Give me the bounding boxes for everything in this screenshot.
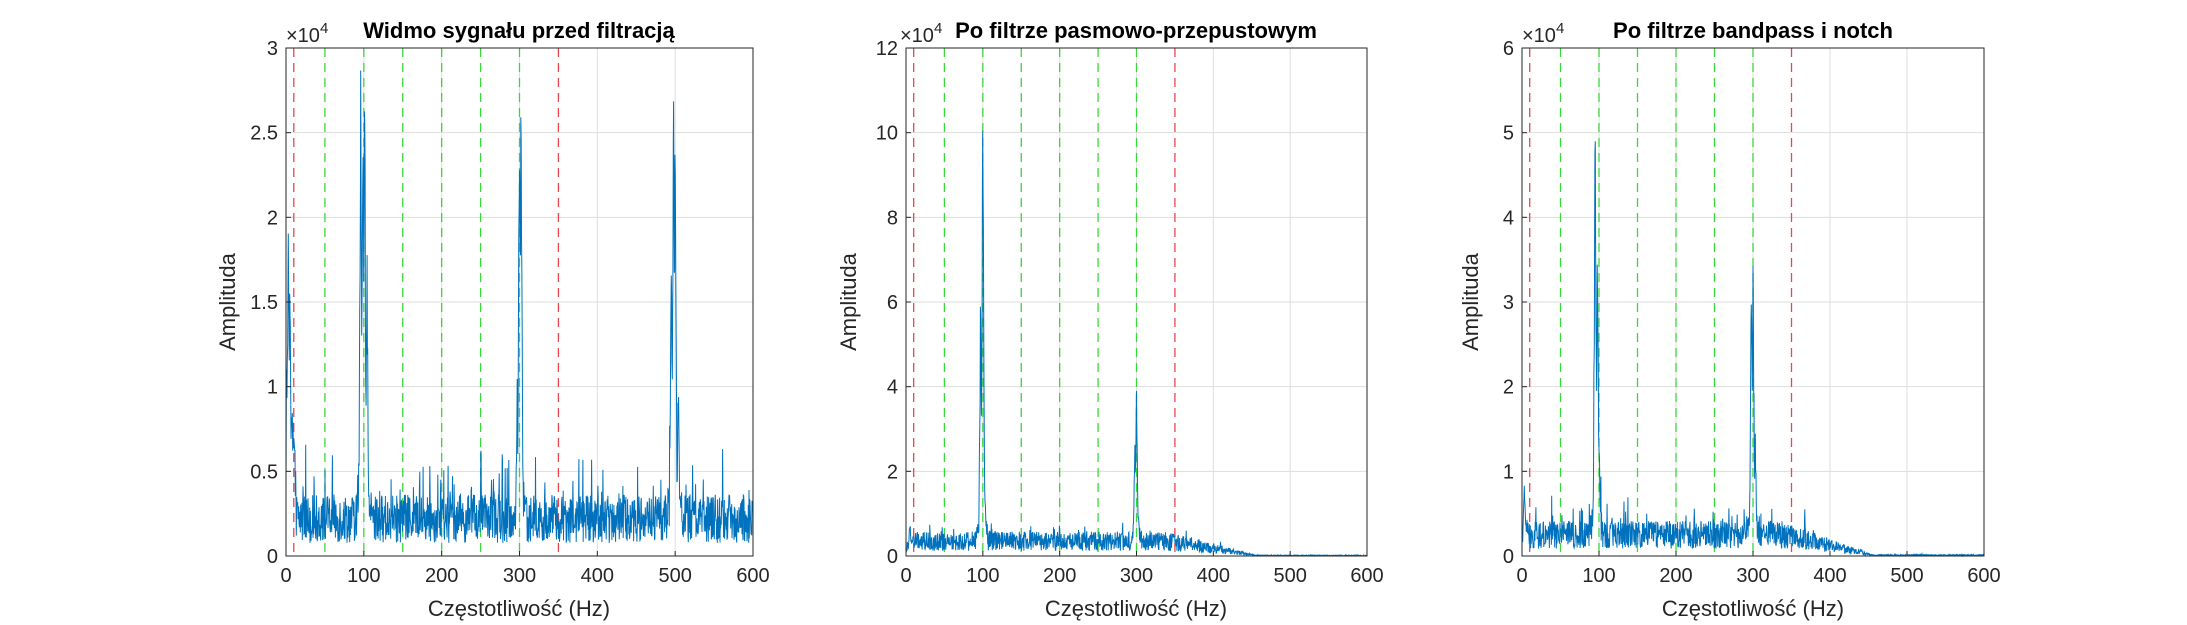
x-tick-label: 600 <box>1350 565 1383 587</box>
y-tick-label: 4 <box>887 377 898 399</box>
x-tick-label: 300 <box>1736 565 1769 587</box>
y-exponent: ×104 <box>1522 20 1564 47</box>
x-tick-label: 200 <box>1043 565 1076 587</box>
chart-title: Po filtrze bandpass i notch <box>1613 18 1893 43</box>
x-tick-label: 400 <box>1813 565 1846 587</box>
x-tick-label: 600 <box>1967 565 2000 587</box>
y-tick-label: 2.5 <box>250 123 278 145</box>
y-tick-label: 0 <box>887 546 898 568</box>
y-axis-label: Amplituda <box>215 252 240 351</box>
y-tick-label: 5 <box>1503 123 1514 145</box>
x-ticks: 0 100 200 300 400 500 600 <box>1516 551 2001 587</box>
x-tick-label: 600 <box>736 565 769 587</box>
y-tick-label: 3 <box>1503 292 1514 314</box>
exponent-power: 4 <box>320 20 328 37</box>
x-axis-label: Częstotliwość (Hz) <box>1045 596 1227 621</box>
exponent-base: ×10 <box>286 25 320 47</box>
x-tick-label: 500 <box>1890 565 1923 587</box>
chart-panel-3: 0 100 200 300 400 500 600 0 1 2 3 4 5 6 Po filtrze b… <box>1458 18 2001 621</box>
exponent-base: ×10 <box>1522 25 1556 47</box>
x-tick-label: 0 <box>280 565 291 587</box>
y-tick-label: 1 <box>267 377 278 399</box>
y-ticks: 0 0.5 1 1.5 2 2.5 3 <box>250 38 291 568</box>
spectrum-line <box>285 70 754 543</box>
chart-title: Po filtrze pasmowo-przepustowym <box>955 18 1317 43</box>
y-axis-label: Amplituda <box>1458 252 1483 351</box>
y-ticks: 0 1 2 3 4 5 6 <box>1503 38 1527 568</box>
x-tick-label: 100 <box>966 565 999 587</box>
marker-lines <box>913 48 1176 556</box>
x-tick-label: 500 <box>658 565 691 587</box>
y-tick-label: 0.5 <box>250 461 278 483</box>
x-tick-label: 300 <box>1120 565 1153 587</box>
x-tick-label: 100 <box>1582 565 1615 587</box>
y-tick-label: 4 <box>1503 207 1514 229</box>
exponent-power: 4 <box>934 20 942 37</box>
x-tick-label: 400 <box>581 565 614 587</box>
marker-lines <box>1529 48 1793 556</box>
y-exponent: ×104 <box>900 20 942 47</box>
x-tick-label: 100 <box>347 565 380 587</box>
y-tick-label: 6 <box>887 292 898 314</box>
y-tick-label: 2 <box>267 207 278 229</box>
x-tick-label: 300 <box>503 565 536 587</box>
x-ticks: 0 100 200 300 400 500 600 <box>900 551 1384 587</box>
x-ticks: 0 100 200 300 400 500 600 <box>280 551 770 587</box>
y-tick-label: 0 <box>267 546 278 568</box>
y-tick-label: 6 <box>1503 38 1514 60</box>
chart-panel-2: 0 100 200 300 400 500 600 0 2 4 6 8 10 12 Po filtrze… <box>836 18 1384 621</box>
y-ticks: 0 2 4 6 8 10 12 <box>876 38 911 568</box>
exponent-base: ×10 <box>900 25 934 47</box>
y-tick-label: 10 <box>876 123 898 145</box>
y-tick-label: 1.5 <box>250 292 278 314</box>
y-tick-label: 2 <box>887 461 898 483</box>
y-tick-label: 3 <box>267 38 278 60</box>
exponent-power: 4 <box>1556 20 1564 37</box>
y-tick-label: 8 <box>887 207 898 229</box>
y-tick-label: 2 <box>1503 377 1514 399</box>
x-axis-label: Częstotliwość (Hz) <box>1662 596 1844 621</box>
x-tick-label: 500 <box>1273 565 1306 587</box>
y-tick-label: 1 <box>1503 461 1514 483</box>
x-tick-label: 0 <box>1516 565 1527 587</box>
x-tick-label: 200 <box>425 565 458 587</box>
x-tick-label: 0 <box>900 565 911 587</box>
y-tick-label: 12 <box>876 38 898 60</box>
x-tick-label: 400 <box>1197 565 1230 587</box>
x-axis-label: Częstotliwość (Hz) <box>428 596 610 621</box>
chart-panel-1: 0 100 200 300 400 500 600 0 0.5 1 1.5 2 2.5 3 Widmo … <box>215 18 770 621</box>
x-tick-label: 200 <box>1659 565 1692 587</box>
y-exponent: ×104 <box>286 20 328 47</box>
y-tick-label: 0 <box>1503 546 1514 568</box>
chart-title: Widmo sygnału przed filtracją <box>363 18 675 43</box>
y-axis-label: Amplituda <box>836 252 861 351</box>
